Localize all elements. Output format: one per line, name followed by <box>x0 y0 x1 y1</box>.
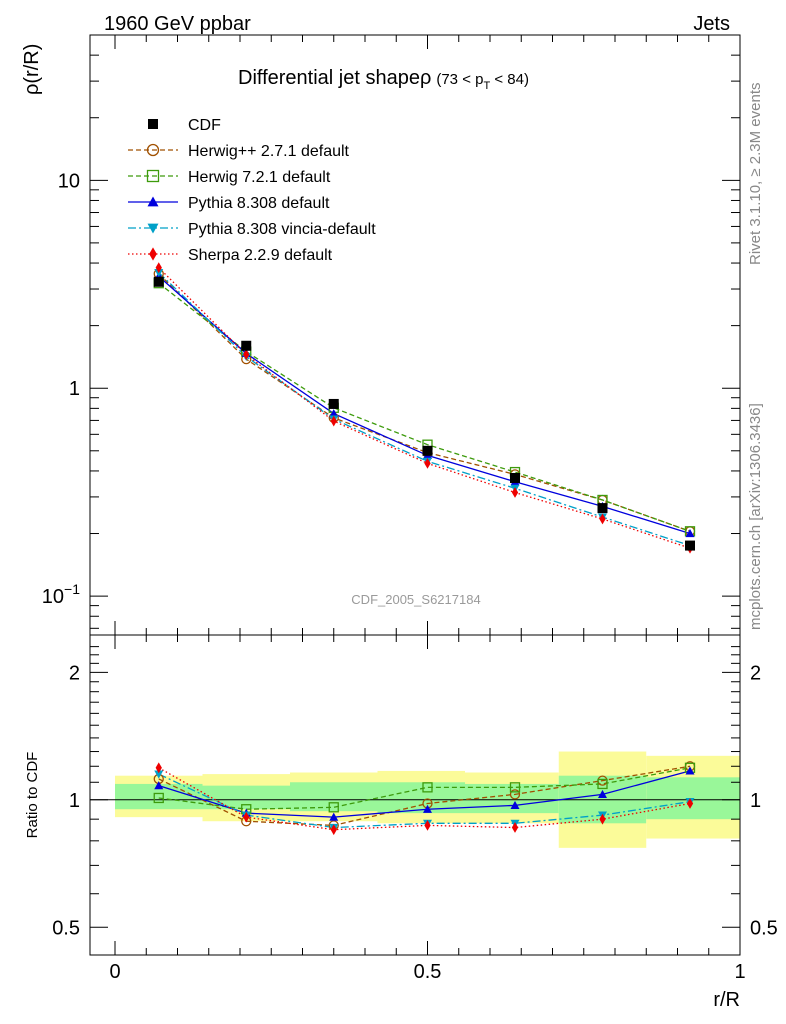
ratio-y-tick-label-right: 0.5 <box>750 917 778 939</box>
ratio-band-inner <box>202 785 290 810</box>
x-tick-label: 1 <box>734 961 745 983</box>
legend-label-pythia-8-308-default: Pythia 8.308 default <box>188 195 330 212</box>
main-line-herwig-2-7-1-default <box>158 273 691 532</box>
ratio-axis-ticks <box>90 635 741 955</box>
legend-marker-pythia-8-308-default <box>147 196 159 207</box>
legend-label-pythia-8-308-vincia-default: Pythia 8.308 vincia-default <box>188 221 376 238</box>
main-point-pythia-8-308-default <box>685 529 695 538</box>
main-line-sherpa-2-2-9-default <box>158 267 691 549</box>
ratio-point-sherpa-2-2-9-default <box>330 824 337 836</box>
plot-title-range-prefix: (73 < p <box>436 71 483 88</box>
main-point-sherpa-2-2-9-default <box>424 457 431 469</box>
main-series-layer <box>153 262 696 554</box>
ratio-y-tick-labels: 0.5 0.5 1 1 2 2 <box>52 662 778 939</box>
ratio-series-layer <box>153 761 696 836</box>
legend-marker-herwig-2-7-1-default <box>146 143 160 157</box>
ratio-y-tick-label: 2 <box>69 662 80 684</box>
x-tick-label: 0 <box>109 961 120 983</box>
main-y-tick-label-base: 10 <box>42 586 64 608</box>
x-axis-label: r/R <box>713 989 740 1011</box>
legend-marker-sherpa-2-2-9-default <box>149 247 157 261</box>
legend-label-sherpa-2-2-9-default: Sherpa 2.2.9 default <box>188 247 333 264</box>
ratio-point-herwig-7-2-1-default <box>422 782 433 793</box>
ratio-point-sherpa-2-2-9-default <box>686 798 694 809</box>
ratio-point-pythia-8-308-default <box>685 766 695 775</box>
plot-title: Differential jet shapeρ (73 < pT < 84) <box>238 67 529 92</box>
main-point-cdf <box>685 540 695 551</box>
ratio-point-sherpa-2-2-9-default <box>511 822 519 833</box>
x-tick-label: 0.5 <box>414 961 442 983</box>
ratio-point-herwig-7-2-1-default <box>597 778 608 790</box>
ratio-point-herwig-7-2-1-default <box>328 802 339 813</box>
main-y-tick-label: 1 <box>69 378 80 400</box>
rivet-version-label: Rivet 3.1.10, ≥ 2.3M events <box>747 83 764 266</box>
ratio-point-sherpa-2-2-9-default <box>599 813 606 825</box>
main-point-cdf <box>153 276 164 287</box>
main-point-cdf <box>510 472 520 483</box>
main-point-sherpa-2-2-9-default <box>599 513 606 525</box>
ratio-plot-frame <box>89 634 741 956</box>
main-y-axis-label: ρ(r/R) <box>21 44 43 95</box>
main-point-cdf <box>597 503 608 514</box>
ratio-point-pythia-8-308-default <box>598 789 607 798</box>
mcplots-reference-label: mcplots.cern.ch [arXiv:1306.3436] <box>747 403 764 630</box>
ratio-point-sherpa-2-2-9-default <box>243 811 250 823</box>
main-line-pythia-8-308-default <box>158 275 691 535</box>
legend-marker-pythia-8-308-vincia-default <box>147 223 159 234</box>
main-line-pythia-8-308-vincia-default <box>158 272 691 547</box>
ratio-band-inner <box>290 782 378 812</box>
main-y-tick-label: 10 <box>58 170 80 192</box>
main-y-tick-label-exponent: −1 <box>64 581 80 597</box>
legend-marker-cdf <box>148 119 158 129</box>
plot-title-main: Differential jet shapeρ <box>238 67 431 89</box>
main-point-sherpa-2-2-9-default <box>155 262 162 274</box>
plot-title-range-sub: T <box>483 80 490 92</box>
analysis-watermark: CDF_2005_S6217184 <box>351 592 480 607</box>
main-point-sherpa-2-2-9-default <box>243 349 250 361</box>
ratio-point-pythia-8-308-default <box>510 800 520 809</box>
ratio-y-axis-label: Ratio to CDF <box>24 752 41 839</box>
ratio-point-sherpa-2-2-9-default <box>424 820 431 831</box>
ratio-point-herwig-2-7-1-default <box>509 789 521 800</box>
ratio-point-herwig-7-2-1-default <box>153 792 164 804</box>
ratio-y-tick-label: 0.5 <box>52 917 80 939</box>
ratio-y-tick-label-right: 1 <box>750 790 761 812</box>
main-point-cdf <box>241 340 252 351</box>
ratio-point-pythia-8-308-vincia-default <box>154 770 164 779</box>
main-y-tick-label-base: 10 <box>58 170 80 192</box>
plot-title-range-suffix: < 84) <box>490 71 529 88</box>
ratio-point-herwig-7-2-1-default <box>509 782 521 793</box>
main-point-pythia-8-308-default <box>329 409 339 418</box>
ratio-point-pythia-8-308-default <box>154 781 164 790</box>
main-point-sherpa-2-2-9-default <box>330 415 337 427</box>
header-energy-label: 1960 GeV ppbar <box>104 13 251 35</box>
main-point-sherpa-2-2-9-default <box>511 487 519 498</box>
legend: CDF Herwig++ 2.7.1 default Herwig 7.2.1 de… <box>128 117 376 264</box>
main-point-cdf <box>328 398 339 409</box>
legend-label-herwig-2-7-1-default: Herwig++ 2.7.1 default <box>188 143 350 160</box>
ratio-point-pythia-8-308-default <box>329 812 339 821</box>
legend-marker-herwig-7-2-1-default <box>146 169 160 183</box>
main-line-herwig-7-2-1-default <box>158 282 691 532</box>
ratio-x-tick-labels: 0 0.5 1 <box>109 961 745 983</box>
header-process-label: Jets <box>693 13 730 35</box>
main-y-tick-label-base: 1 <box>69 378 80 400</box>
ratio-y-tick-label-right: 2 <box>750 662 761 684</box>
ratio-point-pythia-8-308-default <box>423 804 432 813</box>
ratio-y-tick-label: 1 <box>69 790 80 812</box>
main-point-cdf <box>422 445 433 456</box>
legend-label-herwig-7-2-1-default: Herwig 7.2.1 default <box>188 169 331 186</box>
ratio-point-sherpa-2-2-9-default <box>155 762 162 774</box>
main-axis-ticks <box>90 34 741 635</box>
ratio-panel: 0.5 0.51 12 2 0 0.5 1 Ratio to CDF r/R <box>24 634 778 1011</box>
legend-label-cdf: CDF <box>188 117 221 134</box>
main-y-tick-label: 10−1 <box>42 581 80 608</box>
